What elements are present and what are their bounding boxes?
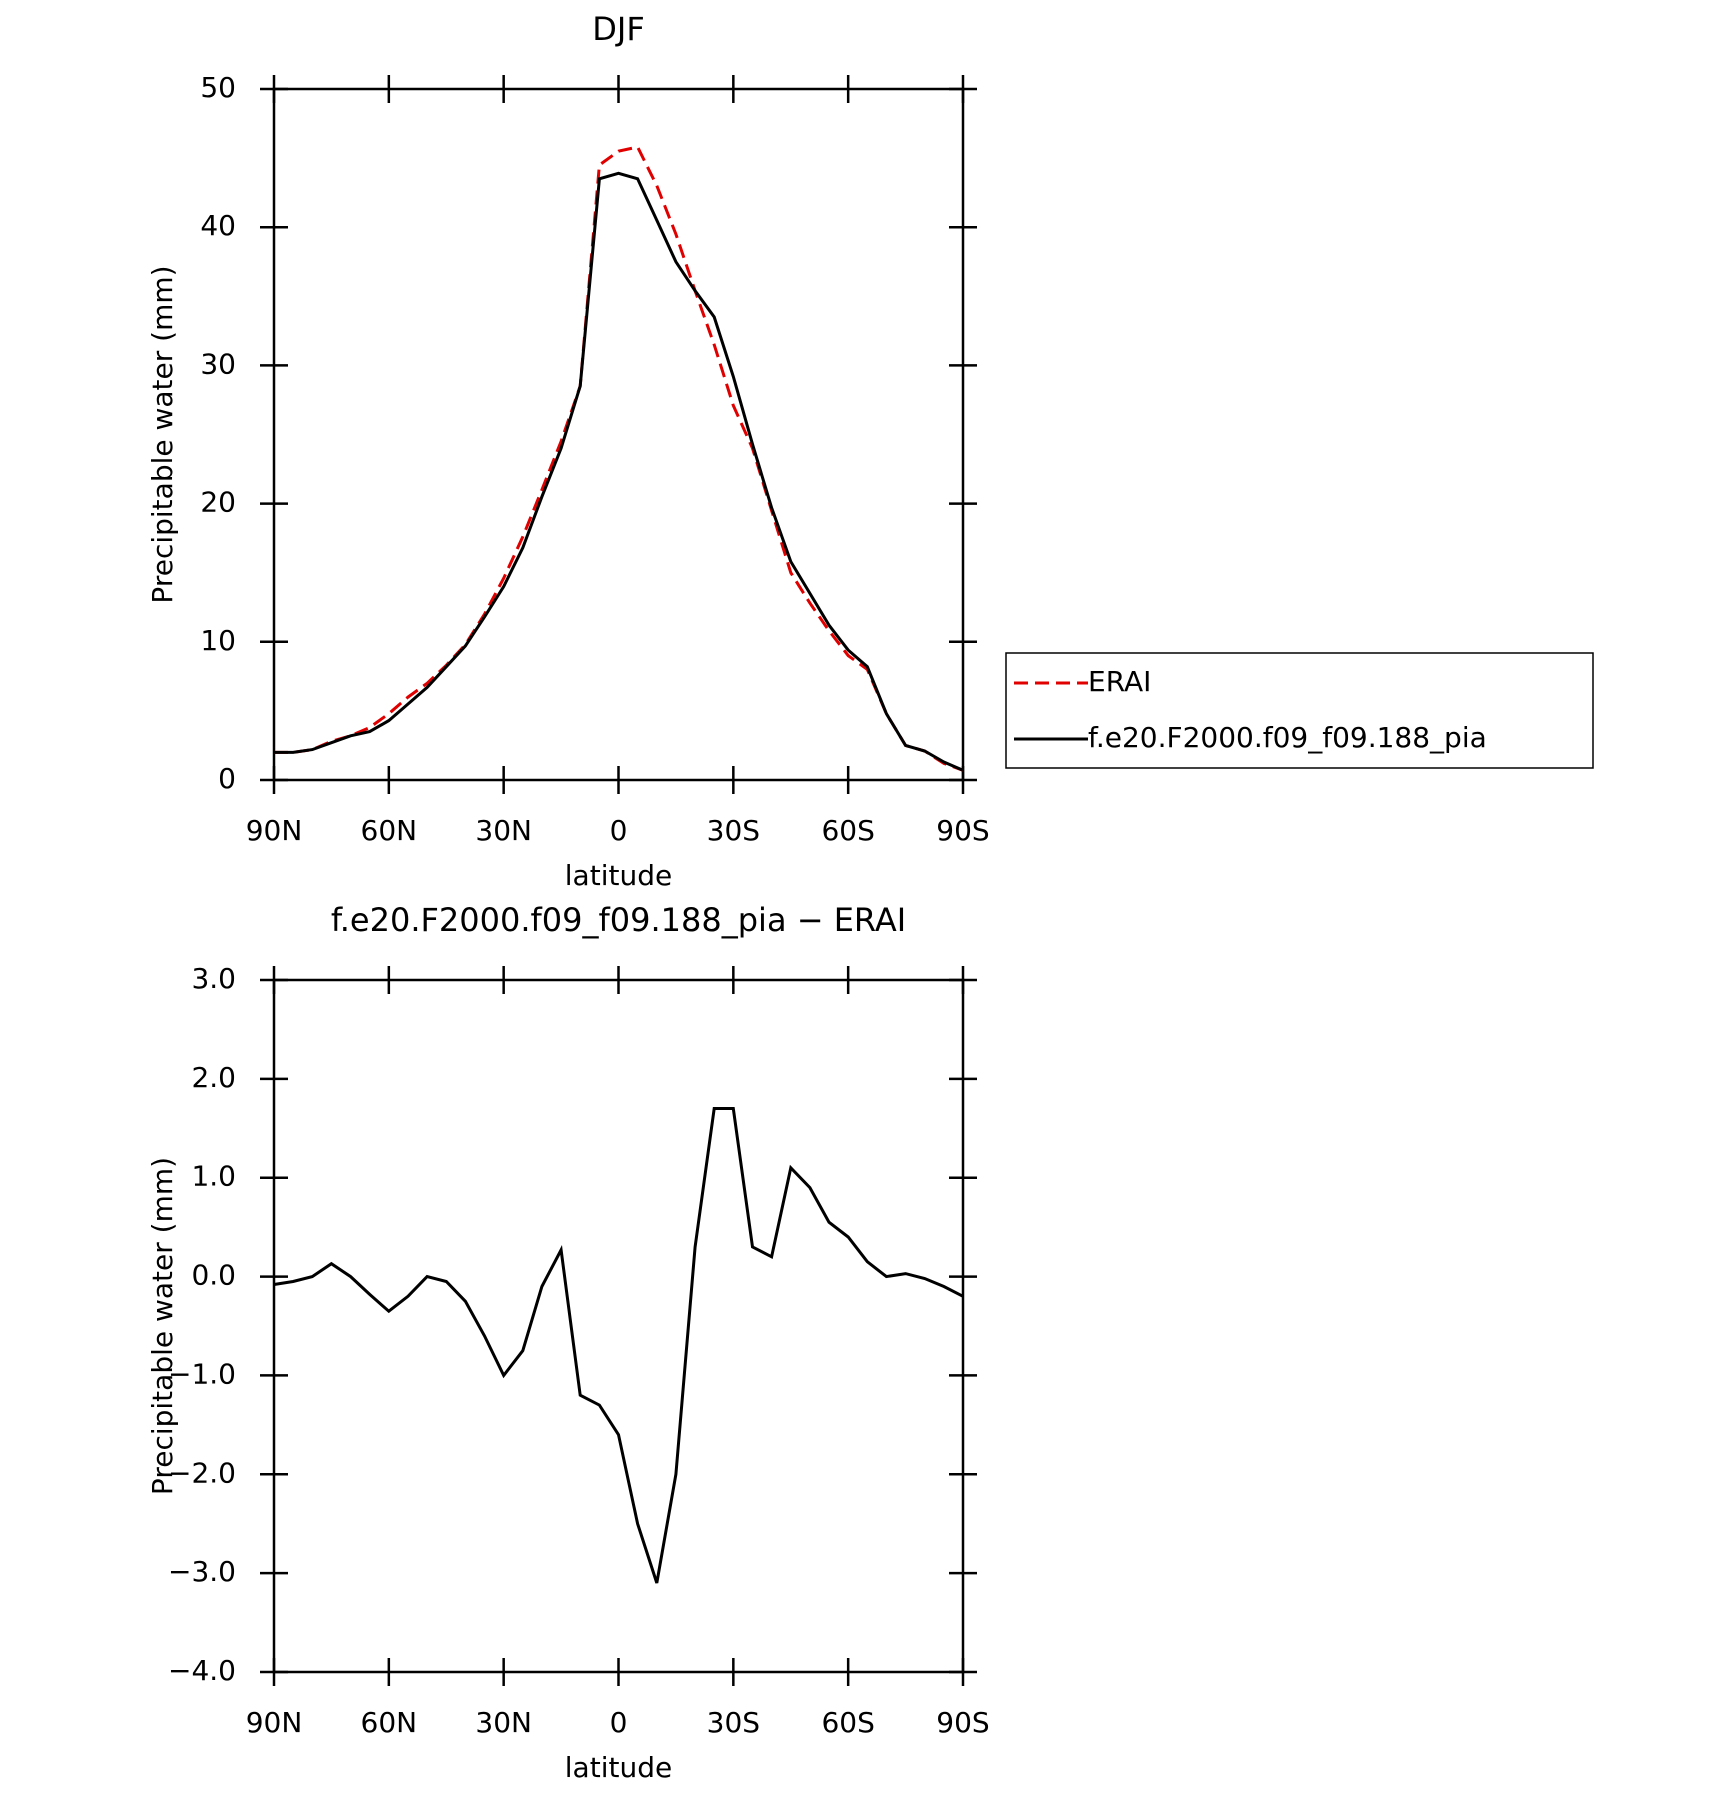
y-tick-label: 10 — [200, 624, 236, 657]
y-tick-label: −3.0 — [168, 1555, 236, 1588]
plot-frame — [272, 87, 965, 782]
x-tick-label: 90S — [936, 814, 989, 847]
data-line — [273, 1107, 964, 1584]
y-tick-label: 0 — [218, 762, 236, 795]
x-tick-label: 90S — [936, 1706, 989, 1739]
y-tick-label: 50 — [200, 71, 236, 104]
x-axis-label: latitude — [565, 1751, 672, 1784]
y-tick-label: 0.0 — [191, 1259, 236, 1292]
legend-label: ERAI — [1088, 665, 1151, 698]
y-tick-label: −2.0 — [168, 1456, 236, 1489]
data-line — [274, 171, 964, 772]
x-tick-label: 60N — [361, 814, 418, 847]
x-tick-label: 30S — [707, 814, 760, 847]
data-line — [274, 145, 964, 772]
x-tick-label: 90N — [246, 814, 303, 847]
x-tick-label: 0 — [610, 1706, 628, 1739]
y-tick-label: −4.0 — [168, 1654, 236, 1687]
x-tick-label: 60S — [821, 1706, 874, 1739]
x-tick-label: 60N — [361, 1706, 418, 1739]
y-axis-label: Precipitable water (mm) — [146, 1157, 179, 1495]
x-axis-label: latitude — [565, 859, 672, 892]
x-tick-label: 30N — [475, 1706, 532, 1739]
y-tick-label: 30 — [200, 347, 236, 380]
chart-title: DJF — [592, 10, 644, 48]
plot-frame — [272, 978, 965, 1674]
y-tick-label: 1.0 — [191, 1160, 236, 1193]
y-tick-label: 20 — [200, 486, 236, 519]
y-tick-label: 40 — [200, 209, 236, 242]
x-tick-label: 30S — [707, 1706, 760, 1739]
x-tick-label: 0 — [610, 814, 628, 847]
x-tick-label: 60S — [821, 814, 874, 847]
legend-label: f.e20.F2000.f09_f09.188_pia — [1088, 721, 1487, 754]
chart-title: f.e20.F2000.f09_f09.188_pia − ERAI — [331, 901, 906, 939]
x-tick-label: 90N — [246, 1706, 303, 1739]
x-tick-label: 30N — [475, 814, 532, 847]
y-tick-label: 3.0 — [191, 962, 236, 995]
y-axis-label: Precipitable water (mm) — [146, 265, 179, 603]
legend-box — [1005, 652, 1594, 769]
y-tick-label: −1.0 — [168, 1357, 236, 1390]
y-tick-label: 2.0 — [191, 1061, 236, 1094]
